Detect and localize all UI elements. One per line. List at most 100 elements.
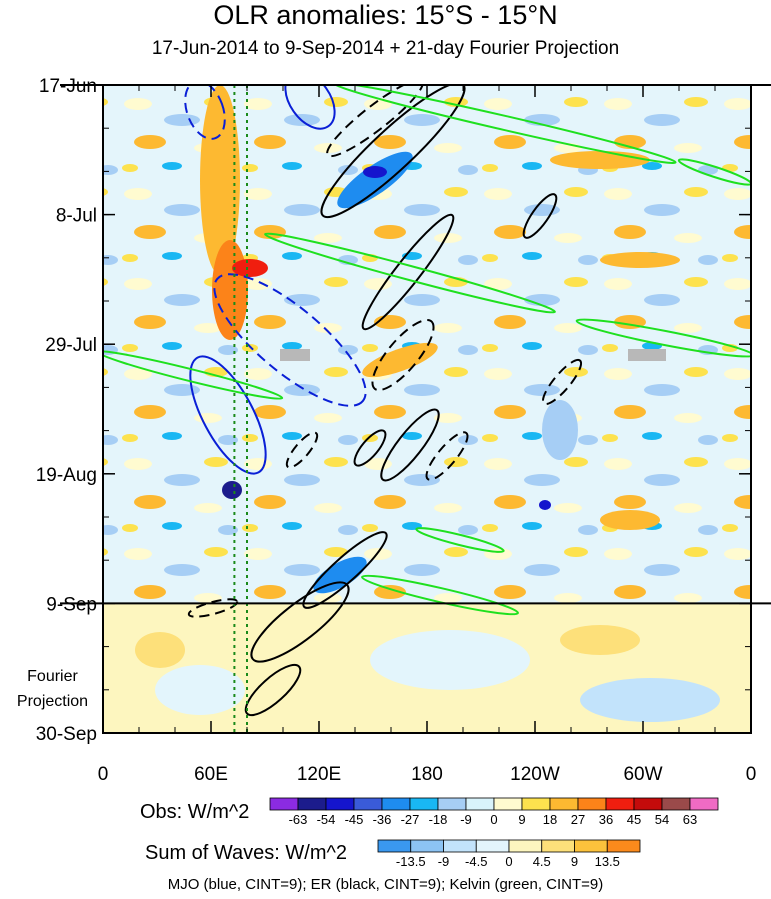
colorbar-box: [577, 797, 607, 811]
x-tick-label: 180: [411, 764, 443, 785]
contour-legend-footer: MJO (blue, CINT=9); ER (black, CINT=9); …: [167, 876, 604, 893]
y-tick-label: 8-Jul: [56, 206, 97, 227]
colorbar-box: [269, 797, 299, 811]
chart-subtitle: 17-Jun-2014 to 9-Sep-2014 + 21-day Fouri…: [151, 38, 620, 59]
colorbar-label: 18: [543, 812, 557, 827]
colorbar-label: 13.5: [595, 854, 620, 869]
colorbar-label: -13.5: [396, 854, 426, 869]
colorbar-box: [381, 797, 411, 811]
er-contour: [320, 85, 466, 219]
er-contour: [522, 193, 558, 239]
colorbar-label: -54: [317, 812, 336, 827]
kelvin-contour: [677, 158, 751, 186]
er-contour: [361, 213, 455, 331]
kelvin-contour: [575, 318, 751, 358]
y-tick-label: 9-Sep: [46, 594, 97, 615]
er-contour: [285, 431, 319, 469]
projection-patch: [580, 678, 720, 722]
colorbar-box: [377, 839, 412, 853]
shading-feature: [200, 85, 240, 275]
shading-feature: [362, 342, 438, 378]
er-contour: [541, 358, 583, 406]
fourier-projection-label-line2: Projection: [16, 693, 89, 710]
olr-shading: [103, 85, 751, 733]
mjo-contour: [213, 273, 367, 407]
x-axis-ticks: 0 60E 120E 180 120W 60W 0: [98, 85, 757, 785]
colorbar-label: 36: [599, 812, 613, 827]
colorbar-box: [443, 839, 477, 853]
projection-patch: [155, 665, 245, 715]
colorbar-label: -27: [401, 812, 420, 827]
shading-feature: [550, 151, 650, 169]
shading-feature: [600, 510, 660, 530]
y-tick-label: 19-Aug: [36, 465, 97, 486]
colorbar-box: [606, 839, 641, 853]
wave-contours: [103, 85, 751, 717]
colorbar-label: -63: [289, 812, 308, 827]
er-contour: [244, 663, 302, 717]
colorbar-box: [549, 797, 579, 811]
shading-feature: [600, 252, 680, 268]
shading-feature: [222, 481, 242, 499]
projection-patch: [370, 630, 530, 690]
shading-feature: [232, 259, 268, 277]
colorbar-box: [661, 797, 691, 811]
colorbar-box: [574, 839, 608, 853]
colorbar-label: -9: [460, 812, 472, 827]
x-tick-label: 0: [746, 764, 757, 785]
colorbar-box: [325, 797, 355, 811]
er-contour: [250, 581, 350, 663]
mjo-contour: [189, 355, 267, 475]
projection-patch: [560, 625, 640, 655]
colorbar-box: [493, 797, 523, 811]
shading-feature: [363, 166, 387, 178]
colorbar-box: [508, 839, 543, 853]
y-tick-label: 29-Jul: [45, 335, 97, 356]
colorbar-label: -36: [373, 812, 392, 827]
x-tick-label: 120E: [297, 764, 341, 785]
colorbar-label: -9: [438, 854, 450, 869]
er-contour: [187, 598, 239, 618]
missing-data: [628, 349, 666, 361]
reference-longitude-lines: [233, 85, 248, 733]
kelvin-contour: [415, 527, 505, 553]
colorbar-box: [605, 797, 635, 811]
mjo-contour: [284, 85, 336, 130]
colorbar-box: [437, 797, 467, 811]
shading-feature: [337, 151, 413, 209]
waves-colorbar-label: Sum of Waves: W/m^2: [145, 842, 348, 864]
colorbar-label: -45: [345, 812, 364, 827]
fourier-projection-label-line1: Fourier: [27, 668, 78, 685]
colorbar-box: [465, 797, 495, 811]
colorbar-box: [353, 797, 383, 811]
colorbar-box: [541, 839, 575, 853]
kelvin-contour: [333, 85, 677, 164]
er-contour: [302, 531, 388, 609]
colorbar-label: 0: [505, 854, 512, 869]
colorbar-label: 45: [627, 812, 641, 827]
obs-colorbar: -63 -54 -45 -36 -27 -18 -9 0 9 18 27 36 45 54 63: [269, 797, 719, 827]
shading-feature: [539, 500, 551, 510]
colorbar-label: 9: [571, 854, 578, 869]
colorbar-label: 4.5: [533, 854, 551, 869]
kelvin-contour: [264, 232, 556, 314]
kelvin-contour: [361, 574, 519, 616]
y-tick-label: 17-Jun: [39, 76, 97, 97]
missing-data: [280, 349, 310, 361]
colorbar-box: [633, 797, 663, 811]
colorbar-label: 27: [571, 812, 585, 827]
colorbar-label: -4.5: [465, 854, 487, 869]
colorbar-label: -18: [429, 812, 448, 827]
obs-colorbar-label: Obs: W/m^2: [140, 801, 250, 823]
colorbar-box: [521, 797, 551, 811]
x-tick-label: 60W: [623, 764, 662, 785]
colorbar-box: [409, 797, 439, 811]
er-contour: [371, 318, 435, 392]
y-tick-label: 30-Sep: [36, 724, 97, 745]
kelvin-contour: [103, 350, 284, 400]
projection-patch: [135, 632, 185, 668]
colorbar-box: [297, 797, 327, 811]
colorbar-box: [410, 839, 444, 853]
mjo-contour: [184, 85, 226, 140]
x-tick-label: 120W: [510, 764, 560, 785]
